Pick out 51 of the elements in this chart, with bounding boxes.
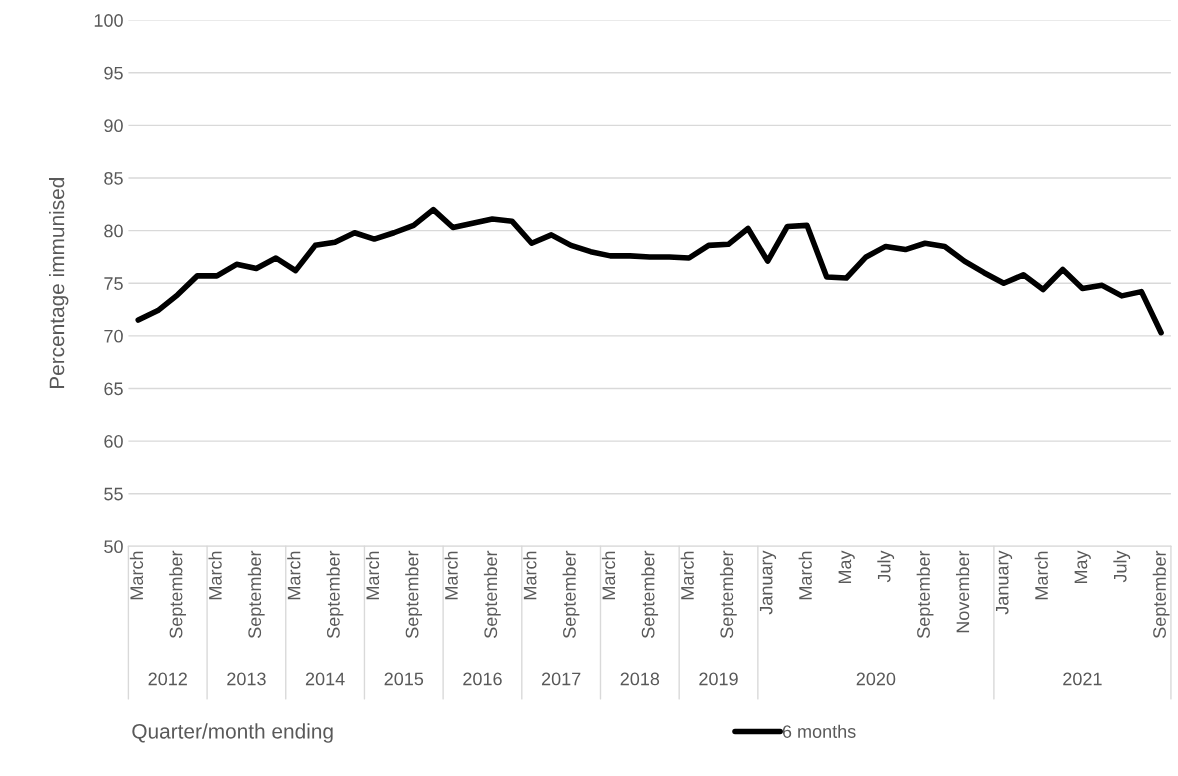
x-tick-label: March bbox=[1034, 551, 1048, 600]
y-tick-label: 75 bbox=[104, 277, 123, 290]
x-tick-label: September bbox=[719, 550, 737, 638]
x-tick-label: September bbox=[247, 550, 265, 638]
x-tick-label: March bbox=[287, 551, 301, 600]
text: 2021 bbox=[1063, 672, 1102, 686]
x-tick-label: September bbox=[562, 550, 580, 638]
x-tick-label: March bbox=[444, 551, 458, 600]
x-tick-label: January bbox=[995, 550, 1013, 615]
x-tick-label: May bbox=[838, 550, 855, 584]
y-axis-title: Percentage immunised bbox=[49, 178, 69, 389]
x-tick-label: March bbox=[129, 551, 144, 600]
y-tick-label: 100 bbox=[94, 14, 123, 27]
x-tick-label: May bbox=[1074, 550, 1091, 584]
x-tick-label: September bbox=[483, 550, 501, 638]
text: 2018 bbox=[620, 672, 660, 686]
text: 2019 bbox=[699, 672, 738, 686]
y-tick-label: 60 bbox=[104, 435, 123, 448]
y-tick-label: 70 bbox=[104, 329, 123, 343]
legend-label: 6 months bbox=[782, 724, 856, 738]
x-tick-label: November bbox=[955, 550, 970, 633]
x-tick-label: March bbox=[523, 551, 537, 600]
x-tick-label: September bbox=[641, 550, 659, 638]
x-tick-label: March bbox=[798, 551, 812, 600]
x-tick-label: March bbox=[680, 551, 694, 600]
x-tick-label: September bbox=[326, 550, 344, 638]
y-tick-label: 80 bbox=[104, 224, 123, 238]
x-tick-label: January bbox=[759, 550, 777, 615]
text: 2017 bbox=[541, 672, 581, 686]
x-tick-label: March bbox=[208, 551, 222, 600]
text: 2013 bbox=[227, 672, 266, 686]
x-tick-label: March bbox=[365, 551, 380, 600]
text: 2014 bbox=[305, 672, 345, 686]
y-tick-label: 95 bbox=[104, 66, 123, 80]
text: 2020 bbox=[856, 672, 896, 686]
x-axis-title: Quarter/month ending bbox=[132, 723, 333, 743]
y-tick-label: 90 bbox=[104, 119, 123, 133]
x-tick-label: September bbox=[916, 550, 934, 638]
text: 2016 bbox=[463, 672, 502, 686]
y-tick-label: 50 bbox=[104, 540, 123, 554]
text: 2012 bbox=[148, 672, 187, 686]
x-tick-label: July bbox=[1113, 550, 1131, 583]
x-tick-label: July bbox=[877, 550, 895, 583]
y-tick-label: 85 bbox=[104, 171, 123, 185]
x-tick-label: September bbox=[1152, 550, 1170, 638]
y-tick-label: 55 bbox=[104, 487, 123, 501]
text: 2015 bbox=[384, 672, 424, 686]
x-tick-label: September bbox=[405, 550, 423, 638]
y-tick-label: 65 bbox=[104, 382, 123, 396]
x-tick-label: March bbox=[601, 551, 616, 600]
x-tick-label: September bbox=[169, 550, 186, 638]
